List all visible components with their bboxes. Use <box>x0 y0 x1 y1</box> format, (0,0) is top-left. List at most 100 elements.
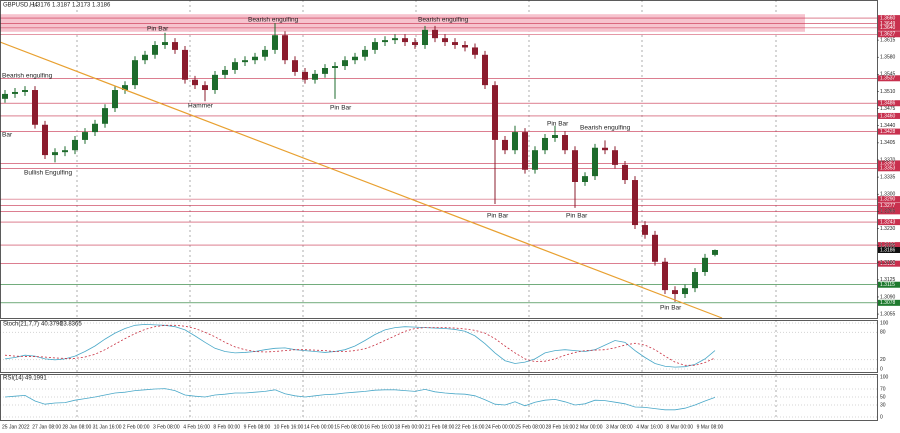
candle-body <box>522 132 528 170</box>
candle-body <box>432 29 438 39</box>
annotation: Bullish Engulfing <box>24 170 72 177</box>
x-tick-label: 10 Feb 16:00 <box>274 424 304 430</box>
candle-body <box>142 54 148 61</box>
indicator-line <box>4 323 716 368</box>
candle-body <box>552 135 558 138</box>
candle-body <box>572 150 578 182</box>
indicator-line <box>4 388 716 411</box>
level-tag <box>878 128 900 135</box>
annotation: Bearish engulfing <box>2 73 53 80</box>
level-label: 1.3353 <box>880 166 896 172</box>
session-separators <box>76 0 777 420</box>
y-tick-label: 100 <box>880 320 889 326</box>
candle-body <box>282 35 288 61</box>
quote-open: 1.3176 <box>32 3 51 9</box>
candle-body <box>402 38 408 43</box>
candle-body <box>542 137 548 151</box>
candle-body <box>112 90 118 109</box>
x-tick-label: 14 Feb 00:00 <box>304 424 334 430</box>
candle-body <box>712 249 718 255</box>
y-tick-label: 1.3475 <box>880 106 896 112</box>
candle-body <box>702 257 708 273</box>
rsi-title: RSI(14) <box>3 376 24 382</box>
annotation: Pin Bar <box>487 213 509 220</box>
x-tick-label: 4 Feb 16:00 <box>183 424 210 430</box>
candle-body <box>672 290 678 295</box>
annotation: Bar <box>2 132 13 139</box>
x-tick-label: 22 Feb 16:00 <box>455 424 485 430</box>
candle-body <box>32 90 38 125</box>
candle-body <box>2 93 8 99</box>
candle-body <box>132 60 138 86</box>
y-tick-label: 1.3195 <box>880 243 896 249</box>
level-tag <box>878 208 900 215</box>
candle-body <box>682 288 688 295</box>
candle-body <box>442 38 448 43</box>
candle-body <box>612 150 618 165</box>
y-tick-label: 1.3090 <box>880 294 896 300</box>
annotation: Pin Bar <box>330 105 352 112</box>
candle-body <box>52 152 58 156</box>
current-price-tag <box>878 246 900 253</box>
stoch-readout: 40.3796 <box>41 322 63 328</box>
candle-body <box>302 71 308 80</box>
candle-body <box>482 54 488 86</box>
x-tick-label: 28 Feb 16:00 <box>546 424 576 430</box>
candle-body <box>532 150 538 170</box>
x-tick-label: 27 Jan 08:00 <box>32 424 61 430</box>
x-tick-label: 15 Feb 08:00 <box>334 424 364 430</box>
candle-body <box>412 42 418 46</box>
candle-body <box>382 40 388 43</box>
x-tick-label: 25 Feb 08:00 <box>515 424 545 430</box>
level-tag <box>878 165 900 172</box>
candle-body <box>122 85 128 91</box>
y-tick-label: 1.3230 <box>880 226 896 232</box>
x-tick-label: 4 Mar 16:00 <box>636 424 663 430</box>
candle-body <box>662 261 668 291</box>
candle-body <box>12 91 18 94</box>
candle-body <box>592 147 598 177</box>
x-tick-label: 2 Mar 00:00 <box>576 424 603 430</box>
x-tick-label: 21 Feb 08:00 <box>425 424 455 430</box>
x-tick-label: 9 Feb 08:00 <box>244 424 271 430</box>
y-tick-label: 1.3265 <box>880 209 896 215</box>
annotation: Hammer <box>188 103 214 110</box>
level-label: 1.3290 <box>880 196 896 202</box>
rsi-pane <box>0 374 878 421</box>
y-tick-label: 1.3545 <box>880 72 896 78</box>
level-label: 1.3640 <box>880 25 896 31</box>
y-tick-label: 70 <box>880 386 886 392</box>
y-tick-label: 50 <box>880 394 886 400</box>
candle-body <box>492 85 498 140</box>
candle-body <box>512 132 518 151</box>
level-tag <box>878 299 900 306</box>
candle-body <box>72 139 78 151</box>
level-label: 1.3115 <box>880 282 895 288</box>
y-tick-label: 1.3405 <box>880 140 896 146</box>
x-tick-label: 9 Mar 08:00 <box>697 424 724 430</box>
annotation: Pin Bar <box>547 121 569 128</box>
x-tick-label: 24 Feb 00:00 <box>485 424 515 430</box>
y-tick-label: 1.3440 <box>880 123 896 129</box>
candle-body <box>222 69 228 75</box>
y-tick-label: 1.3160 <box>880 260 896 266</box>
level-tag <box>878 202 900 209</box>
x-tick-label: 8 Mar 00:00 <box>666 424 693 430</box>
x-tick-label: 18 Feb 00:00 <box>395 424 425 430</box>
candle-body <box>62 150 68 153</box>
candle-body <box>642 225 648 235</box>
candle-body <box>372 42 378 50</box>
level-tag <box>878 100 900 107</box>
level-label: 1.3460 <box>880 113 896 119</box>
candle-body <box>322 68 328 74</box>
y-tick-label: 20 <box>880 357 886 363</box>
candle-body <box>22 90 28 92</box>
stoch-title: Stoch(21,7,7) <box>3 322 39 328</box>
candle-body <box>502 139 508 151</box>
candle-body <box>602 147 608 151</box>
candle-body <box>162 42 168 46</box>
candle-body <box>92 123 98 133</box>
candle-body <box>182 49 188 80</box>
